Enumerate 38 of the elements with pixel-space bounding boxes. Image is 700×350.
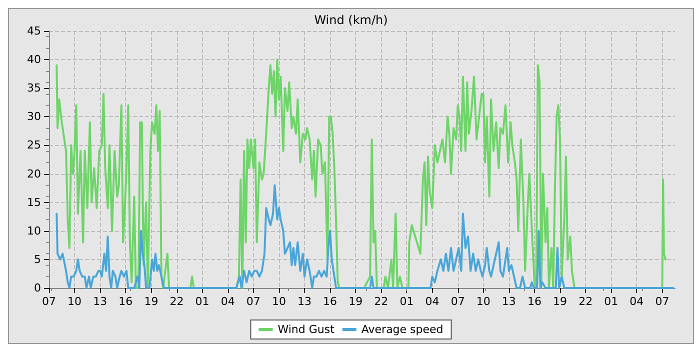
- y-tick-label: 15: [27, 196, 41, 209]
- x-tick-label: 16: [527, 295, 542, 308]
- x-tick-label: 16: [323, 295, 338, 308]
- x-tick-label: 13: [93, 295, 108, 308]
- x-tick-label: 01: [400, 295, 414, 308]
- y-tick-label: 5: [34, 252, 41, 266]
- x-tick-label: 16: [118, 295, 133, 308]
- y-tick-label: 0: [34, 282, 41, 294]
- x-tick-label: 07: [450, 295, 465, 308]
- x-tick-label: 13: [502, 295, 516, 308]
- x-tick-label: 01: [195, 295, 210, 308]
- x-tick-label: 07: [42, 295, 56, 308]
- x-tick-label: 01: [604, 295, 618, 308]
- x-tick-label: 19: [553, 295, 568, 308]
- x-tick-label: 22: [374, 295, 388, 308]
- x-tick-label: 22: [578, 295, 593, 308]
- x-tick-label: 04: [630, 295, 644, 308]
- x-tick-label: 10: [476, 295, 490, 308]
- x-tick-label: 07: [246, 295, 260, 308]
- y-tick-label: 35: [27, 82, 41, 95]
- legend-label: Wind Gust: [278, 323, 336, 336]
- x-tick-label: 22: [170, 295, 184, 308]
- chart-title: Wind (km/h): [314, 13, 388, 27]
- y-tick-label: 40: [27, 53, 41, 66]
- y-tick-label: 45: [27, 24, 41, 38]
- x-tick-label: 04: [425, 295, 440, 308]
- y-tick-label: 30: [27, 110, 41, 124]
- y-tick-label: 20: [27, 167, 41, 180]
- x-tick-label: 19: [348, 295, 363, 308]
- x-tick-label: 19: [144, 295, 158, 308]
- x-tick-label: 13: [298, 295, 312, 308]
- x-tick-label: 10: [272, 295, 286, 308]
- y-tick-label: 25: [27, 138, 41, 152]
- x-tick-label: 07: [655, 295, 670, 308]
- x-tick-label: 10: [68, 295, 82, 308]
- legend-label: Average speed: [361, 323, 444, 336]
- y-tick-label: 10: [27, 224, 41, 238]
- x-tick-label: 04: [220, 295, 235, 308]
